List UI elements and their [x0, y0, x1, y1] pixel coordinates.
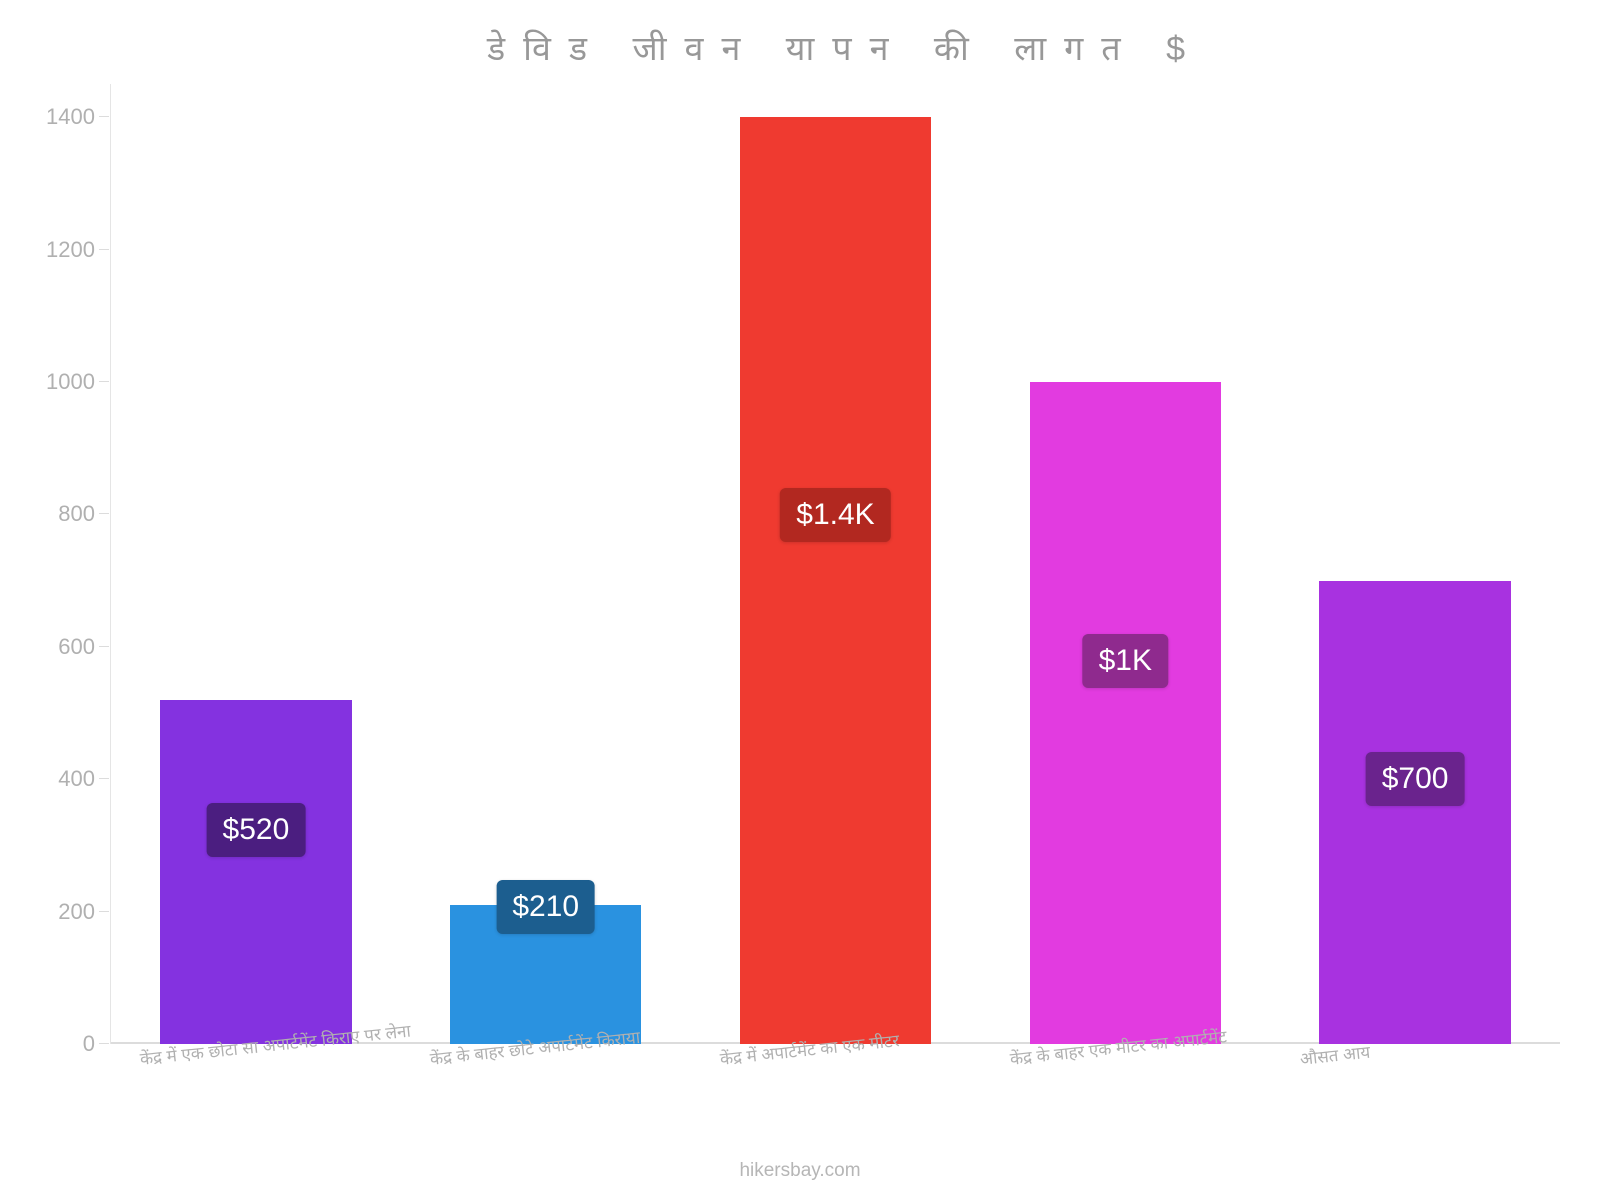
- plot-area: $520$210$1.4K$1K$700 0200400600800100012…: [110, 84, 1560, 1044]
- bar-slot: $1.4K: [691, 84, 981, 1044]
- chart-container: डेविड जीवन यापन की लागत $ $520$210$1.4K$…: [0, 0, 1600, 1200]
- x-label-slot: केंद्र में अपार्टमेंट का एक मीटर: [690, 1050, 980, 1110]
- bar-value-badge: $520: [207, 803, 306, 857]
- y-tick-label: 0: [83, 1031, 111, 1057]
- y-tick-label: 1400: [46, 104, 111, 130]
- y-tick-label: 600: [58, 634, 111, 660]
- bar-slot: $520: [111, 84, 401, 1044]
- x-axis-label: औसत आय: [1299, 1043, 1371, 1072]
- x-label-slot: केंद्र के बाहर एक मीटर का अपार्टमेंट: [980, 1050, 1270, 1110]
- bar-value-badge: $210: [496, 880, 595, 934]
- bar: $1.4K: [740, 117, 931, 1044]
- y-tick-label: 400: [58, 766, 111, 792]
- x-axis-labels: केंद्र में एक छोटा सा अपार्टमेंट किराए प…: [110, 1050, 1560, 1110]
- y-tick-label: 1000: [46, 369, 111, 395]
- x-label-slot: केंद्र में एक छोटा सा अपार्टमेंट किराए प…: [110, 1050, 400, 1110]
- bar: $700: [1319, 581, 1510, 1044]
- bar-value-badge: $1.4K: [780, 488, 890, 542]
- bar-slot: $1K: [980, 84, 1270, 1044]
- y-tick-label: 1200: [46, 237, 111, 263]
- bar: $210: [450, 905, 641, 1044]
- bar-value-badge: $1K: [1083, 634, 1168, 688]
- chart-title: डेविड जीवन यापन की लागत $: [110, 30, 1560, 74]
- y-tick-label: 800: [58, 501, 111, 527]
- bar-slot: $210: [401, 84, 691, 1044]
- bars-group: $520 $210 $1.4K $1K $700: [111, 84, 1560, 1044]
- bar: $1K: [1030, 382, 1221, 1044]
- bar-slot: $700: [1270, 84, 1560, 1044]
- bar-value-badge: $700: [1366, 752, 1465, 806]
- x-label-slot: औसत आय: [1270, 1050, 1560, 1110]
- attribution-text: hikersbay.com: [0, 1160, 1600, 1182]
- bar: $520: [160, 700, 351, 1044]
- x-label-slot: केंद्र के बाहर छोटे अपार्टमेंट किराया: [400, 1050, 690, 1110]
- y-tick-label: 200: [58, 899, 111, 925]
